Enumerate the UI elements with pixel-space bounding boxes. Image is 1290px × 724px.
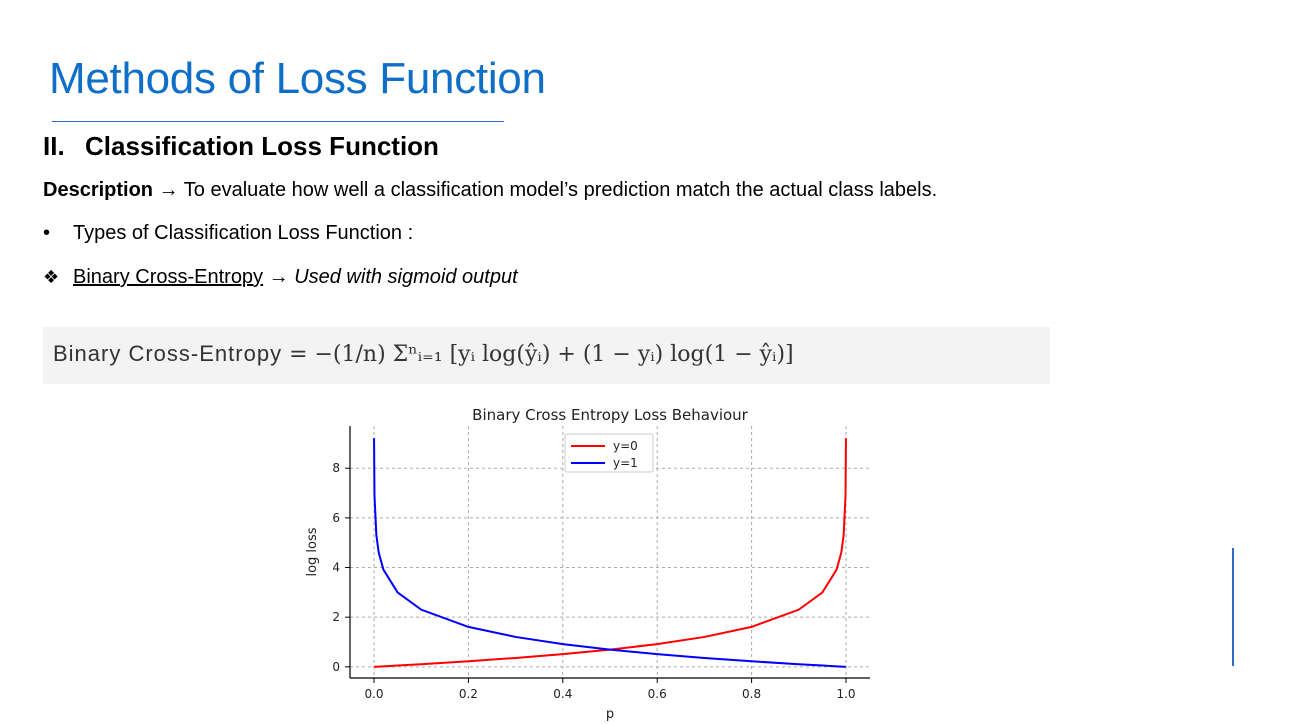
sub-item-arrow: → — [263, 266, 295, 288]
formula-box: Binary Cross-Entropy = −(1/n) Σⁿᵢ₌₁ [yᵢ … — [43, 327, 1050, 384]
description-label: Description — [43, 179, 154, 201]
formula: Binary Cross-Entropy = −(1/n) Σⁿᵢ₌₁ [yᵢ … — [53, 341, 794, 367]
x-tick-label: 0.2 — [459, 687, 478, 701]
diamond-bullet-icon: ❖ — [43, 267, 60, 287]
x-axis-label: p — [606, 707, 614, 722]
legend-label: y=1 — [613, 456, 638, 470]
x-tick-label: 0.8 — [742, 687, 761, 701]
description-text: → To evaluate how well a classification … — [153, 179, 938, 201]
y-tick-label: 4 — [332, 561, 340, 575]
section-title: Classification Loss Function — [85, 131, 439, 161]
x-tick-label: 0.6 — [648, 687, 667, 701]
y-axis-label: log loss — [305, 527, 320, 576]
x-tick-label: 0.4 — [553, 687, 572, 701]
bullet-text: Types of Classification Loss Function : — [73, 222, 414, 244]
section-heading: II. Classification Loss Function — [43, 131, 439, 162]
legend-label: y=0 — [613, 439, 638, 453]
x-tick-label: 1.0 — [836, 687, 855, 701]
sub-item-name: Binary Cross-Entropy — [73, 266, 264, 288]
y-tick-label: 0 — [332, 660, 340, 674]
sub-item: ❖ Binary Cross-Entropy → Used with sigmoi… — [43, 266, 518, 289]
description: Description → To evaluate how well a cla… — [43, 179, 937, 202]
y-tick-label: 6 — [332, 511, 340, 525]
loss-chart: Binary Cross Entropy Loss Behaviour 0.0 0.… — [305, 406, 870, 722]
series-line-y=1 — [373, 438, 847, 668]
slide-title: Methods of Loss Function — [49, 54, 546, 103]
x-tick-label: 0.0 — [364, 687, 383, 701]
title-underline — [52, 121, 504, 122]
formula-expression: = −(1/n) Σⁿᵢ₌₁ [yᵢ log(ŷᵢ) + (1 − yᵢ) lo… — [282, 342, 794, 367]
sub-item-note: Used with sigmoid output — [294, 266, 518, 288]
chart-title: Binary Cross Entropy Loss Behaviour — [472, 406, 749, 424]
vertical-accent-line — [1232, 548, 1234, 666]
section-number: II. — [43, 131, 65, 161]
legend-box — [564, 433, 654, 473]
y-tick-label: 2 — [332, 610, 340, 624]
formula-label: Binary Cross-Entropy — [53, 341, 283, 366]
bullet-item: • Types of Classification Loss Function : — [43, 222, 413, 245]
y-tick-label: 8 — [332, 461, 340, 475]
bullet-dot-icon: • — [43, 222, 51, 244]
